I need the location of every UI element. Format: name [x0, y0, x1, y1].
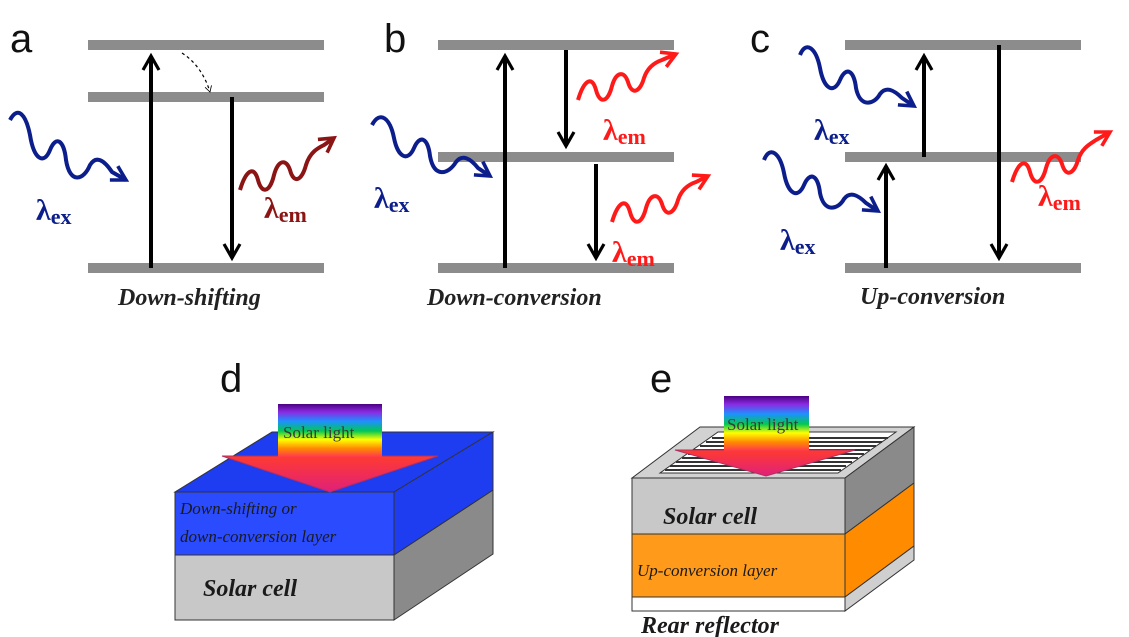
panel-a-letter: a — [10, 17, 33, 61]
solar-cell-front — [631, 477, 846, 535]
lambda-ex-label: λex — [374, 182, 410, 217]
solar-light-label: Solar light — [283, 423, 355, 442]
excitation-wave-upper — [798, 45, 918, 109]
lambda-ex-label-lower: λex — [780, 224, 816, 259]
emission-wave — [1010, 130, 1114, 184]
rear-reflector-label: Rear reflector — [640, 613, 780, 637]
panel-b: b λex λem λem Down-conversion — [370, 17, 712, 311]
panel-c-caption: Up-conversion — [860, 284, 1005, 310]
panel-a-caption: Down-shifting — [117, 285, 261, 311]
solar-cell-label: Solar cell — [663, 504, 757, 530]
lambda-em-label: λem — [1038, 180, 1081, 215]
reflector-front — [631, 596, 846, 612]
upconversion-layer-label: Up-conversion layer — [637, 561, 778, 580]
panel-e: e Solar light Solar cell Up-conversion l… — [630, 357, 916, 637]
solar-light-beam — [278, 404, 382, 458]
excitation-wave-lower — [762, 150, 882, 214]
lambda-em-label: λem — [264, 192, 307, 227]
lambda-em-label-upper: λem — [603, 114, 646, 149]
solar-cell-front — [174, 554, 395, 621]
excitation-wave — [370, 115, 494, 179]
solar-cell-label: Solar cell — [203, 576, 297, 602]
panel-d: d Solar light Down-shifting or down-conv… — [173, 357, 495, 621]
panel-a: a λex λem Down-shifting — [8, 17, 337, 311]
excitation-wave — [8, 110, 130, 182]
panel-e-letter: e — [650, 357, 672, 401]
emission-wave — [238, 135, 337, 192]
panel-b-letter: b — [384, 17, 406, 61]
solar-light-label: Solar light — [727, 415, 799, 434]
relaxation-arrow — [181, 52, 212, 93]
layer-label-line2: down-conversion layer — [180, 527, 337, 546]
layer-label-line1: Down-shifting or — [179, 499, 297, 518]
lambda-ex-label-upper: λex — [814, 114, 850, 149]
solar-light-beam — [724, 396, 809, 452]
panel-d-letter: d — [220, 357, 242, 401]
panel-b-caption: Down-conversion — [426, 285, 602, 311]
lambda-ex-label: λex — [36, 194, 72, 229]
panel-c-letter: c — [750, 17, 770, 61]
panel-c: c λex λex λem Up-conversion — [750, 17, 1114, 310]
emission-wave-lower — [610, 173, 712, 224]
emission-wave-upper — [576, 50, 680, 102]
blue-layer-front — [174, 491, 395, 556]
lambda-em-label-lower: λem — [612, 236, 655, 271]
